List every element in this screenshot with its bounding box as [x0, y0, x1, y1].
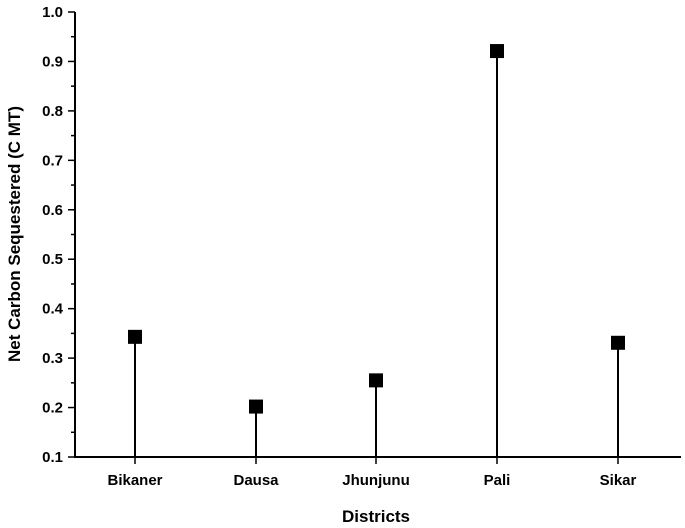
marker-jhunjunu [369, 373, 383, 388]
x-tick-label-sikar: Sikar [600, 472, 637, 489]
y-tick-label: 0.6 [42, 202, 63, 219]
data-stems [134, 51, 619, 457]
x-tick-label-pali: Pali [484, 472, 511, 489]
data-markers [128, 44, 625, 414]
x-tick-label-jhunjunu: Jhunjunu [342, 472, 410, 489]
marker-pali [490, 44, 504, 59]
x-tick-label-dausa: Dausa [233, 472, 279, 489]
marker-dausa [249, 399, 263, 414]
y-tick-label: 0.7 [42, 152, 63, 169]
x-axis-title: Districts [342, 507, 410, 526]
y-tick-label: 0.2 [42, 400, 63, 417]
y-tick-label: 0.3 [42, 350, 63, 367]
x-tick-label-bikaner: Bikaner [107, 472, 162, 489]
y-tick-label: 0.8 [42, 103, 63, 120]
marker-sikar [611, 335, 625, 350]
marker-bikaner [128, 329, 142, 344]
y-tick-label: 0.9 [42, 53, 63, 70]
y-tick-label: 1.0 [42, 4, 63, 21]
y-axis-ticks: 0.1 0.2 0.3 0.4 0.5 0.6 0.7 0.8 0.9 1.0 [42, 4, 75, 466]
y-tick-label: 0.5 [42, 251, 63, 268]
y-tick-label: 0.4 [42, 301, 64, 318]
y-tick-label: 0.1 [42, 449, 63, 466]
y-axis-title: Net Carbon Sequestered (C MT) [5, 106, 24, 362]
x-axis-ticks: Bikaner Dausa Jhunjunu Pali Sikar [107, 457, 637, 489]
